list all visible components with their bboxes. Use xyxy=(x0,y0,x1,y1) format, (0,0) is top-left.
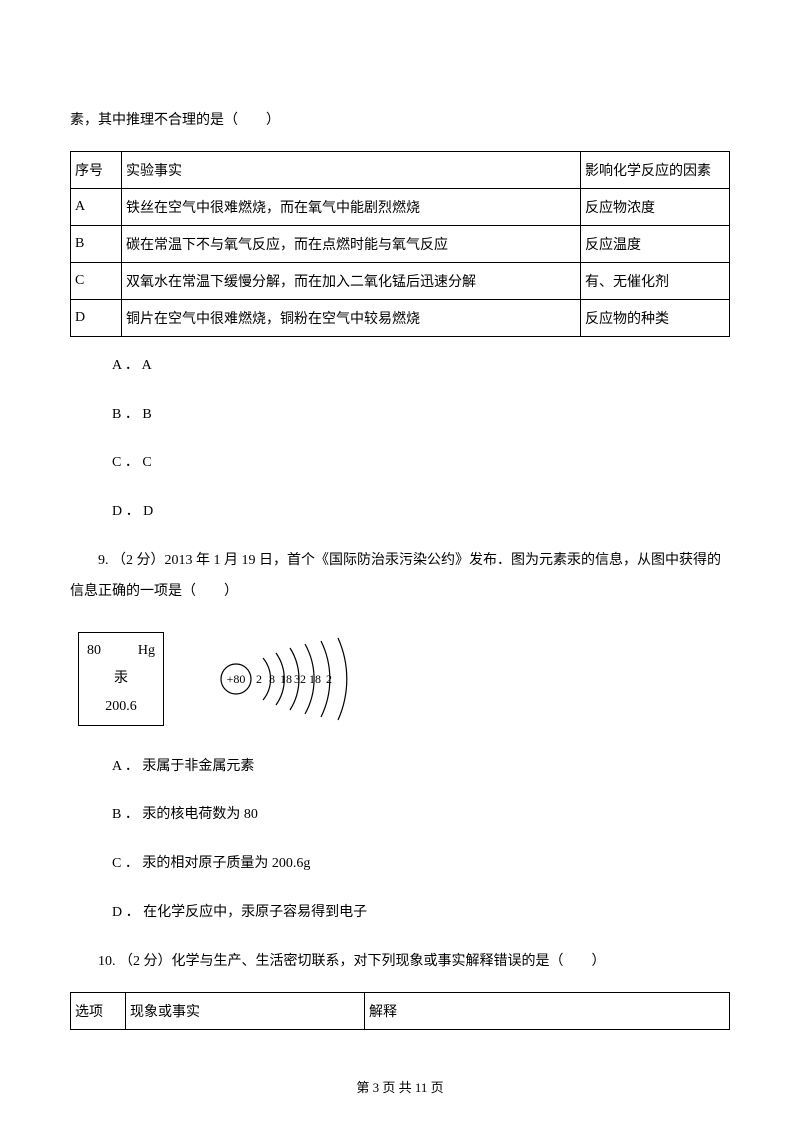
table-row: 选项 现象或事实 解释 xyxy=(71,992,730,1029)
q8-option-d: D ． D xyxy=(70,497,730,528)
q9-option-d: D ． 在化学反应中，汞原子容易得到电子 xyxy=(70,898,730,929)
shell-label: 32 xyxy=(294,672,306,686)
nucleus-label: +80 xyxy=(227,672,246,686)
q8-option-a: A ． A xyxy=(70,351,730,382)
q10-table: 选项 现象或事实 解释 xyxy=(70,992,730,1030)
element-name: 汞 xyxy=(114,671,128,686)
cell-factor: 有、无催化剂 xyxy=(581,262,730,299)
cell-seq: B xyxy=(71,225,122,262)
th-explain: 解释 xyxy=(365,992,730,1029)
q10-stem: 10. （2 分）化学与生产、生活密切联系，对下列现象或事实解释错误的是（ ） xyxy=(70,947,730,978)
cell-seq: C xyxy=(71,262,122,299)
q9-option-c: C ． 汞的相对原子质量为 200.6g xyxy=(70,849,730,880)
table-row: D 铜片在空气中很难燃烧，铜粉在空气中较易燃烧 反应物的种类 xyxy=(71,299,730,336)
q8-intro-fragment: 素，其中推理不合理的是（ ） xyxy=(70,106,730,137)
th-factor: 影响化学反应的因素 xyxy=(581,151,730,188)
shell-label: 2 xyxy=(256,672,262,686)
table-row: C 双氧水在常温下缓慢分解，而在加入二氧化锰后迅速分解 有、无催化剂 xyxy=(71,262,730,299)
th-phenom: 现象或事实 xyxy=(126,992,365,1029)
th-option: 选项 xyxy=(71,992,126,1029)
element-info-box: 80 Hg 汞 200.6 xyxy=(78,632,164,726)
cell-seq: A xyxy=(71,188,122,225)
th-fact: 实验事实 xyxy=(122,151,581,188)
shell-label: 8 xyxy=(269,672,275,686)
th-seq: 序号 xyxy=(71,151,122,188)
cell-fact: 铁丝在空气中很难燃烧，而在氧气中能剧烈燃烧 xyxy=(122,188,581,225)
q9-option-a: A ． 汞属于非金属元素 xyxy=(70,752,730,783)
table-row: 序号 实验事实 影响化学反应的因素 xyxy=(71,151,730,188)
cell-fact: 双氧水在常温下缓慢分解，而在加入二氧化锰后迅速分解 xyxy=(122,262,581,299)
q8-option-b: B ． B xyxy=(70,400,730,431)
shell-labels: 2 8 18 32 18 2 xyxy=(256,672,332,686)
cell-factor: 反应温度 xyxy=(581,225,730,262)
atomic-number: 80 xyxy=(87,643,101,658)
table-row: A 铁丝在空气中很难燃烧，而在氧气中能剧烈燃烧 反应物浓度 xyxy=(71,188,730,225)
atom-structure-diagram: +80 2 8 18 32 18 2 xyxy=(214,634,404,724)
q9-option-b: B ． 汞的核电荷数为 80 xyxy=(70,800,730,831)
page-footer: 第 3 页 共 11 页 xyxy=(0,1077,800,1096)
element-symbol: Hg xyxy=(138,643,155,658)
shell-label: 18 xyxy=(309,672,321,686)
q9-stem: 9. （2 分）2013 年 1 月 19 日，首个《国际防治汞污染公约》发布．… xyxy=(70,546,730,608)
cell-seq: D xyxy=(71,299,122,336)
q8-table: 序号 实验事实 影响化学反应的因素 A 铁丝在空气中很难燃烧，而在氧气中能剧烈燃… xyxy=(70,151,730,337)
table-row: B 碳在常温下不与氧气反应，而在点燃时能与氧气反应 反应温度 xyxy=(71,225,730,262)
shell-label: 18 xyxy=(280,672,292,686)
atomic-mass: 200.6 xyxy=(105,699,137,714)
q9-figure: 80 Hg 汞 200.6 +80 2 8 xyxy=(78,632,730,726)
q8-option-c: C ． C xyxy=(70,448,730,479)
shell-label: 2 xyxy=(326,672,332,686)
cell-fact: 铜片在空气中很难燃烧，铜粉在空气中较易燃烧 xyxy=(122,299,581,336)
cell-fact: 碳在常温下不与氧气反应，而在点燃时能与氧气反应 xyxy=(122,225,581,262)
cell-factor: 反应物浓度 xyxy=(581,188,730,225)
cell-factor: 反应物的种类 xyxy=(581,299,730,336)
